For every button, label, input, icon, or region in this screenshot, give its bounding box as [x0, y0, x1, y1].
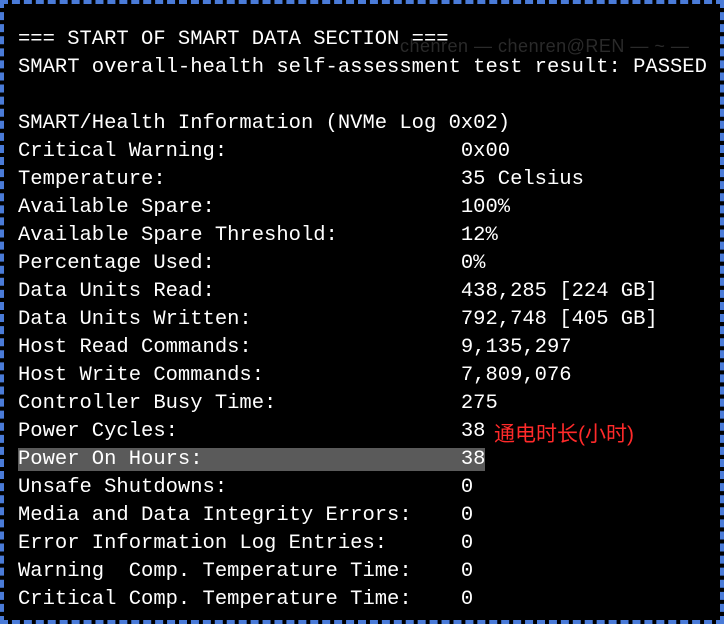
smart-row: Available Spare: 100% [18, 194, 707, 222]
smart-row-value: 12% [461, 224, 498, 247]
smart-row: Percentage Used: 0% [18, 250, 707, 278]
smart-row: Warning Comp. Temperature Time: 0 [18, 558, 707, 586]
smart-row-label: Available Spare: [18, 196, 461, 219]
blank-line [18, 82, 707, 110]
smart-row: Data Units Written: 792,748 [405 GB] [18, 306, 707, 334]
smart-row-value: 0 [461, 476, 473, 499]
smart-row-value: 9,135,297 [461, 336, 572, 359]
smart-row-value: 0% [461, 252, 486, 275]
smart-row-label: Host Read Commands: [18, 336, 461, 359]
smart-row-label: Temperature: [18, 168, 461, 191]
smart-row: Temperature: 35 Celsius [18, 166, 707, 194]
smart-row-value: 35 Celsius [461, 168, 584, 191]
smart-row-label: Available Spare Threshold: [18, 224, 461, 247]
smart-row-label: Media and Data Integrity Errors: [18, 504, 461, 527]
smart-row-label: Power On Hours: [18, 448, 461, 471]
smart-row-value: 100% [461, 196, 510, 219]
smart-row-value: 7,809,076 [461, 364, 572, 387]
smart-row: Host Read Commands: 9,135,297 [18, 334, 707, 362]
smart-row: Data Units Read: 438,285 [224 GB] [18, 278, 707, 306]
smart-row: Controller Busy Time: 275 [18, 390, 707, 418]
smart-row-label: Critical Warning: [18, 140, 461, 163]
smart-row-label: Percentage Used: [18, 252, 461, 275]
smart-row: Error Information Log Entries: 0 [18, 530, 707, 558]
smart-row-value: 0 [461, 532, 473, 555]
smart-row-label: Host Write Commands: [18, 364, 461, 387]
smart-row-value: 0 [461, 504, 473, 527]
smart-row: Media and Data Integrity Errors: 0 [18, 502, 707, 530]
info-header: SMART/Health Information (NVMe Log 0x02) [18, 110, 707, 138]
overall-health-line: SMART overall-health self-assessment tes… [18, 54, 707, 82]
annotation-label: 通电时长(小时) [494, 421, 634, 449]
smart-row-value: 38 [461, 420, 486, 443]
smart-row-value: 438,285 [224 GB] [461, 280, 658, 303]
smart-row-label: Controller Busy Time: [18, 392, 461, 415]
smart-row-value: 0x00 [461, 140, 510, 163]
smart-row-label: Warning Comp. Temperature Time: [18, 560, 461, 583]
smart-row-label: Unsafe Shutdowns: [18, 476, 461, 499]
terminal-output: === START OF SMART DATA SECTION === SMAR… [18, 26, 707, 614]
smart-row-value: 792,748 [405 GB] [461, 308, 658, 331]
smart-row-value: 0 [461, 588, 473, 611]
smart-row-value: 38 [461, 448, 486, 471]
smart-row: Power On Hours: 38 [18, 446, 707, 474]
smart-row: Critical Warning: 0x00 [18, 138, 707, 166]
smart-row-label: Critical Comp. Temperature Time: [18, 588, 461, 611]
smart-row-label: Data Units Written: [18, 308, 461, 331]
smart-row: Critical Comp. Temperature Time: 0 [18, 586, 707, 614]
smart-row-label: Power Cycles: [18, 420, 461, 443]
section-header: === START OF SMART DATA SECTION === [18, 26, 707, 54]
smart-row-value: 0 [461, 560, 473, 583]
smart-row-value: 275 [461, 392, 498, 415]
smart-row-label: Error Information Log Entries: [18, 532, 461, 555]
smart-row-label: Data Units Read: [18, 280, 461, 303]
smart-row: Unsafe Shutdowns: 0 [18, 474, 707, 502]
smart-row: Available Spare Threshold: 12% [18, 222, 707, 250]
smart-row: Host Write Commands: 7,809,076 [18, 362, 707, 390]
